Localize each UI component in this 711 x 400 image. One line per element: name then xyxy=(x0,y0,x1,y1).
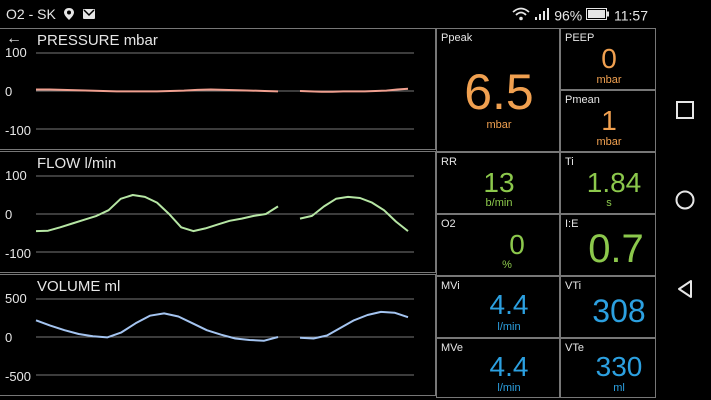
series-line xyxy=(299,87,409,93)
battery-label: 96% xyxy=(554,7,583,24)
wifi-icon xyxy=(512,7,534,24)
clock: 11:57 xyxy=(614,7,648,24)
metric-label: Ppeak xyxy=(441,32,473,44)
ventilator-monitor: ← PRESSURE mbar 100 0 -100 FLOW l/min 10… xyxy=(0,28,660,400)
metric-value: 330 xyxy=(595,351,643,382)
tick-label: -100 xyxy=(5,123,32,138)
chart-title: PRESSURE mbar xyxy=(37,32,158,49)
metric-label: PEEP xyxy=(565,32,595,44)
volume-chart: VOLUME ml 500 0 -500 xyxy=(0,274,436,396)
series-line xyxy=(299,310,409,340)
chart-title: VOLUME ml xyxy=(37,278,121,295)
metric-label: MVi xyxy=(441,280,460,292)
mail-icon xyxy=(82,7,96,23)
pressure-chart: ← PRESSURE mbar 100 0 -100 xyxy=(0,28,436,150)
metric-value: 0 xyxy=(509,229,525,260)
metric-label: O2 xyxy=(441,218,456,230)
o2-cell: O2 0 % xyxy=(436,214,560,276)
metric-unit: mbar xyxy=(596,74,622,86)
metric-unit: s xyxy=(606,197,612,209)
mve-cell: MVe 4.4 l/min xyxy=(436,338,560,398)
metric-unit: mbar xyxy=(596,136,622,148)
tick-label: 500 xyxy=(5,291,27,306)
chart-title: FLOW l/min xyxy=(37,155,117,172)
tick-label: 0 xyxy=(5,84,13,99)
volume-chart-plot xyxy=(35,298,414,376)
metric-value: 6.5 xyxy=(464,64,534,120)
metric-value: 1.84 xyxy=(586,167,642,198)
metric-label: RR xyxy=(441,156,457,168)
status-bar: O2 - SK 96% 11:57 xyxy=(0,0,660,28)
metric-value: 4.4 xyxy=(489,351,529,382)
recents-button[interactable] xyxy=(672,97,698,123)
series-line xyxy=(36,88,279,93)
metric-label: MVe xyxy=(441,342,464,354)
tick-label: 0 xyxy=(5,207,13,222)
ie-cell: I:E 0.7 xyxy=(560,214,656,276)
flow-chart: FLOW l/min 100 0 -100 xyxy=(0,151,436,273)
charts-panel: ← PRESSURE mbar 100 0 -100 FLOW l/min 10… xyxy=(0,28,436,398)
metric-label: Ti xyxy=(565,156,574,168)
ti-cell: Ti 1.84 s xyxy=(560,152,656,214)
square-icon xyxy=(676,101,694,119)
series-line xyxy=(299,195,409,232)
metric-unit: ml xyxy=(613,382,625,394)
metric-value: 1 xyxy=(601,105,617,136)
navigation-bar xyxy=(660,0,711,400)
metric-unit: mbar xyxy=(486,119,512,131)
series-line xyxy=(35,194,279,233)
metric-value: 0.7 xyxy=(588,227,644,271)
flow-chart-plot xyxy=(35,175,414,253)
home-button[interactable] xyxy=(672,187,698,213)
carrier-label: O2 - SK xyxy=(6,6,56,22)
metric-value: 4.4 xyxy=(489,289,529,320)
back-arrow-icon[interactable]: ← xyxy=(6,30,22,47)
metric-unit: b/min xyxy=(485,197,513,209)
metric-value: 0 xyxy=(601,43,617,74)
metric-value: 308 xyxy=(592,293,646,329)
status-left: O2 - SK xyxy=(6,6,96,24)
rr-cell: RR 13 b/min xyxy=(436,152,560,214)
metric-unit: l/min xyxy=(497,382,521,394)
battery-icon xyxy=(586,7,614,23)
circle-icon xyxy=(675,190,695,210)
tick-label: -100 xyxy=(5,246,32,261)
metric-value: 13 xyxy=(483,167,515,198)
back-button[interactable] xyxy=(672,276,698,302)
peep-cell: PEEP 0 mbar xyxy=(560,28,656,90)
triangle-back-icon xyxy=(678,280,692,298)
vti-cell: VTi 308 xyxy=(560,276,656,338)
metric-label: I:E xyxy=(565,218,579,230)
vte-cell: VTe 330 ml xyxy=(560,338,656,398)
pressure-chart-plot xyxy=(36,52,414,130)
mvi-cell: MVi 4.4 l/min xyxy=(436,276,560,338)
metric-label: VTi xyxy=(565,280,582,292)
series-line xyxy=(35,312,279,342)
tick-label: 100 xyxy=(5,168,27,183)
tick-label: 100 xyxy=(5,45,27,60)
tick-label: -500 xyxy=(5,369,32,384)
pmean-cell: Pmean 1 mbar xyxy=(560,90,656,152)
signal-icon xyxy=(534,7,554,24)
tick-label: 0 xyxy=(5,330,13,345)
ppeak-cell: Ppeak 6.5 mbar xyxy=(436,28,560,152)
location-icon xyxy=(63,7,75,24)
metric-label: VTe xyxy=(565,342,584,354)
status-right: 96% 11:57 xyxy=(512,6,648,24)
metric-unit: l/min xyxy=(497,321,521,333)
metric-label: Pmean xyxy=(565,94,600,106)
metric-unit: % xyxy=(502,259,512,271)
